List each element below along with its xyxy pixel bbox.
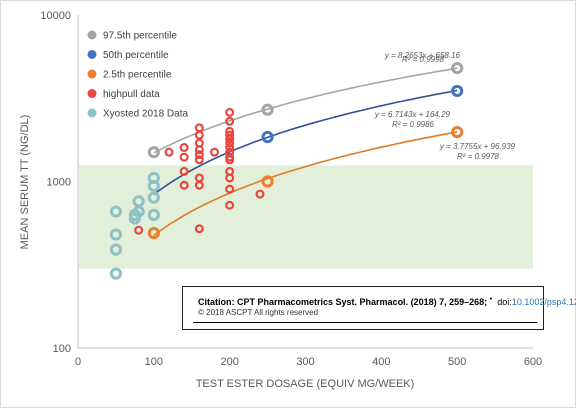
point-2-5th-percentile xyxy=(147,226,160,240)
point-highpull-data xyxy=(194,180,204,190)
point-xyosted-2018-data xyxy=(109,205,123,218)
legend-label-50th-percentile: 50th percentile xyxy=(103,50,169,61)
point-2-5th-percentile xyxy=(451,126,464,139)
trendline-equation: y = 6.7143x + 164.29 xyxy=(374,110,451,119)
x-axis-title: TEST ESTER DOSAGE (EQUIV MG/WEEK) xyxy=(196,378,415,390)
point-highpull-data xyxy=(134,225,144,235)
point-highpull-data xyxy=(225,173,235,183)
point-highpull-data xyxy=(179,143,189,153)
point-highpull-data xyxy=(225,130,235,140)
x-tick-label: 200 xyxy=(220,356,238,368)
point-highpull-data xyxy=(255,189,265,199)
legend-marker-2-5th-percentile xyxy=(87,69,97,79)
trendlines xyxy=(153,67,458,237)
y-tick-labels: 100 1000 10000 xyxy=(40,10,71,355)
point-highpull-data xyxy=(225,184,235,194)
y-axis-title: MEAN SERUM TT (NG/DL) xyxy=(19,115,31,250)
point-97-5th-percentile xyxy=(261,103,274,116)
point-highpull-data xyxy=(179,152,189,162)
point-xyosted-2018-data xyxy=(147,208,160,222)
y-tick-label: 100 xyxy=(53,343,71,355)
legend-marker-50th-percentile xyxy=(87,50,97,59)
point-xyosted-2018-data xyxy=(109,267,123,280)
legend-label-xyosted-2018-data: Xyosted 2018 Data xyxy=(103,109,188,120)
point-50th-percentile xyxy=(451,84,464,98)
y-tick-label: 10000 xyxy=(40,10,71,22)
legend-label-97-5th-percentile: 97.5th percentile xyxy=(103,31,177,42)
point-highpull-data xyxy=(164,147,174,157)
y-tick-label: 1000 xyxy=(47,177,71,189)
point-97-5th-percentile xyxy=(451,61,464,75)
legend-label-highpull-data: highpull data xyxy=(103,89,160,100)
trendline-r2: R² = 0.9986 xyxy=(392,120,435,129)
point-97-5th-percentile xyxy=(147,146,160,159)
point-highpull-data xyxy=(225,116,235,126)
doi-label: doi: xyxy=(497,297,512,307)
point-xyosted-2018-data xyxy=(132,205,145,218)
citation-line: Citation: CPT Pharmacometrics Syst. Phar… xyxy=(198,294,576,307)
point-highpull-data xyxy=(210,147,220,157)
trendline-equation: y = 3.7755x + 96.939 xyxy=(439,142,516,151)
point-highpull-data xyxy=(225,138,235,148)
copyright-text: © 2018 ASCPT All rights reserved xyxy=(198,308,319,317)
trendline-97-5th-percentile xyxy=(153,67,458,154)
legend-marker-97-5th-percentile xyxy=(87,30,97,40)
legend: 97.5th percentile 50th percentile 2.5th pe… xyxy=(87,30,188,120)
reference-band-rect xyxy=(79,165,533,269)
point-highpull-data xyxy=(179,180,189,190)
point-xyosted-2018-data xyxy=(109,243,123,256)
citation-mark: • xyxy=(489,294,493,303)
x-tick-label: 0 xyxy=(75,356,81,368)
x-tick-label: 500 xyxy=(448,356,466,368)
point-highpull-data xyxy=(194,130,204,140)
point-50th-percentile xyxy=(261,130,274,144)
trendline-equation: y = 8.2653x + 658.16 xyxy=(384,51,461,60)
doi-link[interactable]: 10.1002/psp4.12287 xyxy=(511,297,576,307)
x-tick-label: 600 xyxy=(524,356,542,368)
point-highpull-data xyxy=(194,224,204,234)
point-highpull-data xyxy=(179,166,189,176)
x-tick-label: 400 xyxy=(372,356,390,368)
point-highpull-data xyxy=(225,143,235,153)
trendline-r2: R² = 0.9998 xyxy=(402,55,445,64)
point-highpull-data xyxy=(194,150,204,160)
trendline-r2: R² = 0.9978 xyxy=(457,152,500,161)
point-2-5th-percentile xyxy=(261,175,274,188)
axes xyxy=(77,15,533,349)
legend-marker-xyosted-2018-data xyxy=(87,108,97,118)
x-tick-labels: 0 100 200 300 400 500 600 xyxy=(75,356,542,368)
legend-marker-highpull-data xyxy=(87,89,97,98)
point-xyosted-2018-data xyxy=(147,179,160,193)
reference-band xyxy=(79,165,533,269)
point-highpull-data xyxy=(225,200,235,210)
point-highpull-data xyxy=(194,155,204,165)
citation-box: Citation: CPT Pharmacometrics Syst. Phar… xyxy=(182,286,576,330)
trendline-50th-percentile xyxy=(153,89,458,196)
point-xyosted-2018-data xyxy=(147,191,160,204)
data-points xyxy=(109,61,464,280)
citation-title: Citation: CPT Pharmacometrics Syst. Phar… xyxy=(198,297,488,307)
x-tick-label: 300 xyxy=(296,356,314,368)
x-tick-label: 100 xyxy=(145,356,163,368)
point-highpull-data xyxy=(194,145,204,155)
legend-label-2-5th-percentile: 2.5th percentile xyxy=(103,70,172,81)
point-highpull-data xyxy=(225,155,235,165)
citation-rule xyxy=(193,322,537,323)
point-highpull-data xyxy=(194,123,204,133)
point-xyosted-2018-data xyxy=(109,228,123,241)
point-highpull-data xyxy=(225,134,235,144)
trendline-2-5th-percentile xyxy=(153,131,458,237)
point-highpull-data xyxy=(225,107,235,117)
